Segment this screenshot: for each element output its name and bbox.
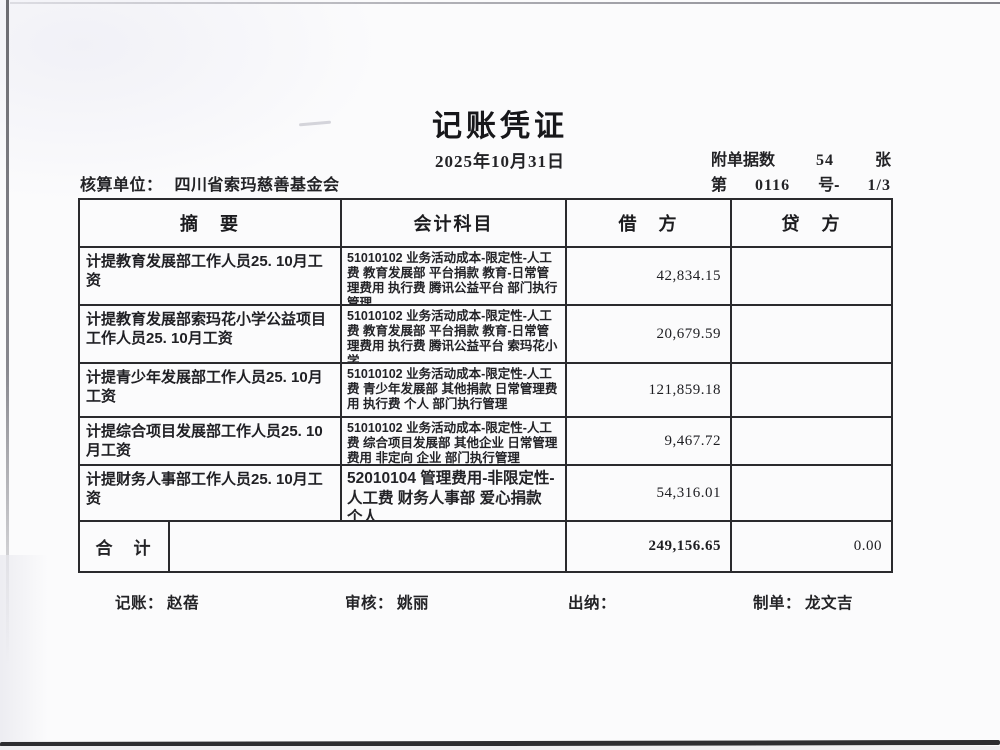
cashier-label: 出纳：	[568, 595, 617, 612]
credit-cell	[732, 364, 891, 416]
attachment-count: 54	[816, 152, 834, 169]
cashier-signature: 出纳：	[568, 591, 620, 613]
col-header-credit: 贷 方	[781, 214, 842, 234]
total-row: 合 计 249,156.65 0.00	[80, 520, 891, 571]
number-suffix: 号-	[818, 177, 840, 194]
subject-cell: 51010102 业务活动成本-限定性-人工费 青少年发展部 其他捐款 日常管理…	[342, 364, 567, 416]
preparer-label: 制单：	[753, 595, 802, 612]
total-empty-cell	[170, 522, 567, 571]
credit-cell	[732, 418, 891, 464]
summary-cell: 计提教育发展部索玛花小学公益项目工作人员25. 10月工资	[80, 306, 342, 362]
debit-cell: 42,834.15	[567, 248, 732, 304]
bookkeeper-name: 赵蓓	[167, 595, 200, 612]
preparer-signature: 制单： 龙文吉	[753, 591, 853, 613]
attachment-count-line: 附单据数 54 张	[711, 146, 891, 171]
voucher-title: 记账凭证	[432, 110, 568, 143]
summary-cell: 计提青少年发展部工作人员25. 10月工资	[80, 364, 342, 416]
subject-cell: 51010102 业务活动成本-限定性-人工费 综合项目发展部 其他企业 日常管…	[342, 418, 567, 464]
debit-cell: 20,679.59	[567, 306, 732, 362]
table-row: 计提青少年发展部工作人员25. 10月工资 51010102 业务活动成本-限定…	[80, 362, 891, 416]
accounting-unit-label: 核算单位：	[80, 177, 163, 194]
voucher-number: 0116	[755, 177, 791, 194]
debit-cell: 9,467.72	[567, 418, 732, 464]
bookkeeper-label: 记账：	[115, 595, 164, 612]
attachment-label: 附单据数	[711, 152, 776, 169]
total-debit-cell: 249,156.65	[567, 522, 732, 571]
table-row: 计提教育发展部索玛花小学公益项目工作人员25. 10月工资 51010102 业…	[80, 304, 891, 362]
subject-cell: 51010102 业务活动成本-限定性-人工费 教育发展部 平台捐款 教育-日常…	[342, 248, 567, 304]
col-header-debit: 借 方	[567, 200, 732, 246]
table-row: 计提财务人事部工作人员25. 10月工资 52010104 管理费用-非限定性-…	[80, 464, 891, 520]
summary-cell: 计提综合项目发展部工作人员25. 10月工资	[80, 418, 342, 464]
auditor-signature: 审核： 姚丽	[345, 591, 429, 613]
debit-cell: 54,316.01	[567, 466, 732, 520]
auditor-name: 姚丽	[397, 595, 430, 612]
table-row: 计提教育发展部工作人员25. 10月工资 51010102 业务活动成本-限定性…	[80, 246, 891, 304]
summary-cell: 计提教育发展部工作人员25. 10月工资	[80, 248, 342, 304]
subject-cell: 51010102 业务活动成本-限定性-人工费 教育发展部 平台捐款 教育-日常…	[342, 306, 567, 362]
col-header-subject: 会计科目	[342, 200, 567, 246]
voucher-table: 摘 要 会计科目 借 方 贷 方 计提教育发展部工作人员25. 10月工资 51…	[78, 198, 893, 573]
scan-edge-left	[6, 0, 9, 665]
summary-cell: 计提财务人事部工作人员25. 10月工资	[80, 466, 342, 520]
accounting-unit-line: 核算单位： 四川省索玛慈善基金会	[80, 171, 339, 195]
table-row: 计提综合项目发展部工作人员25. 10月工资 51010102 业务活动成本-限…	[80, 416, 891, 464]
scan-edge-top	[10, 2, 1000, 4]
bookkeeper-signature: 记账： 赵蓓	[115, 591, 199, 613]
signature-line: 记账： 赵蓓 审核： 姚丽 出纳： 制单： 龙文吉	[0, 591, 1000, 615]
total-label: 合 计	[80, 522, 170, 571]
subject-cell: 52010104 管理费用-非限定性-人工费 财务人事部 爱心捐款 个人	[342, 466, 567, 520]
debit-cell: 121,859.18	[567, 364, 732, 416]
preparer-name: 龙文吉	[805, 595, 854, 612]
accounting-unit-name: 四川省索玛慈善基金会	[174, 177, 340, 194]
voucher-info-box: 附单据数 54 张 第 0116 号- 1/3	[711, 146, 891, 196]
credit-cell	[732, 248, 891, 304]
credit-cell	[732, 306, 891, 362]
page-number: 1/3	[867, 177, 891, 194]
auditor-label: 审核：	[345, 595, 394, 612]
table-header-row: 摘 要 会计科目 借 方 贷 方	[80, 200, 891, 246]
attachment-unit: 张	[874, 152, 891, 169]
scan-shade-left	[0, 555, 48, 747]
credit-cell	[732, 466, 891, 520]
scan-below-edge	[0, 746, 1000, 750]
voucher-number-line: 第 0116 号- 1/3	[711, 171, 891, 196]
voucher-date: 2025年10月31日	[435, 152, 565, 171]
total-credit-cell: 0.00	[853, 538, 882, 554]
col-header-summary: 摘 要	[80, 200, 342, 246]
number-prefix: 第	[711, 177, 728, 194]
